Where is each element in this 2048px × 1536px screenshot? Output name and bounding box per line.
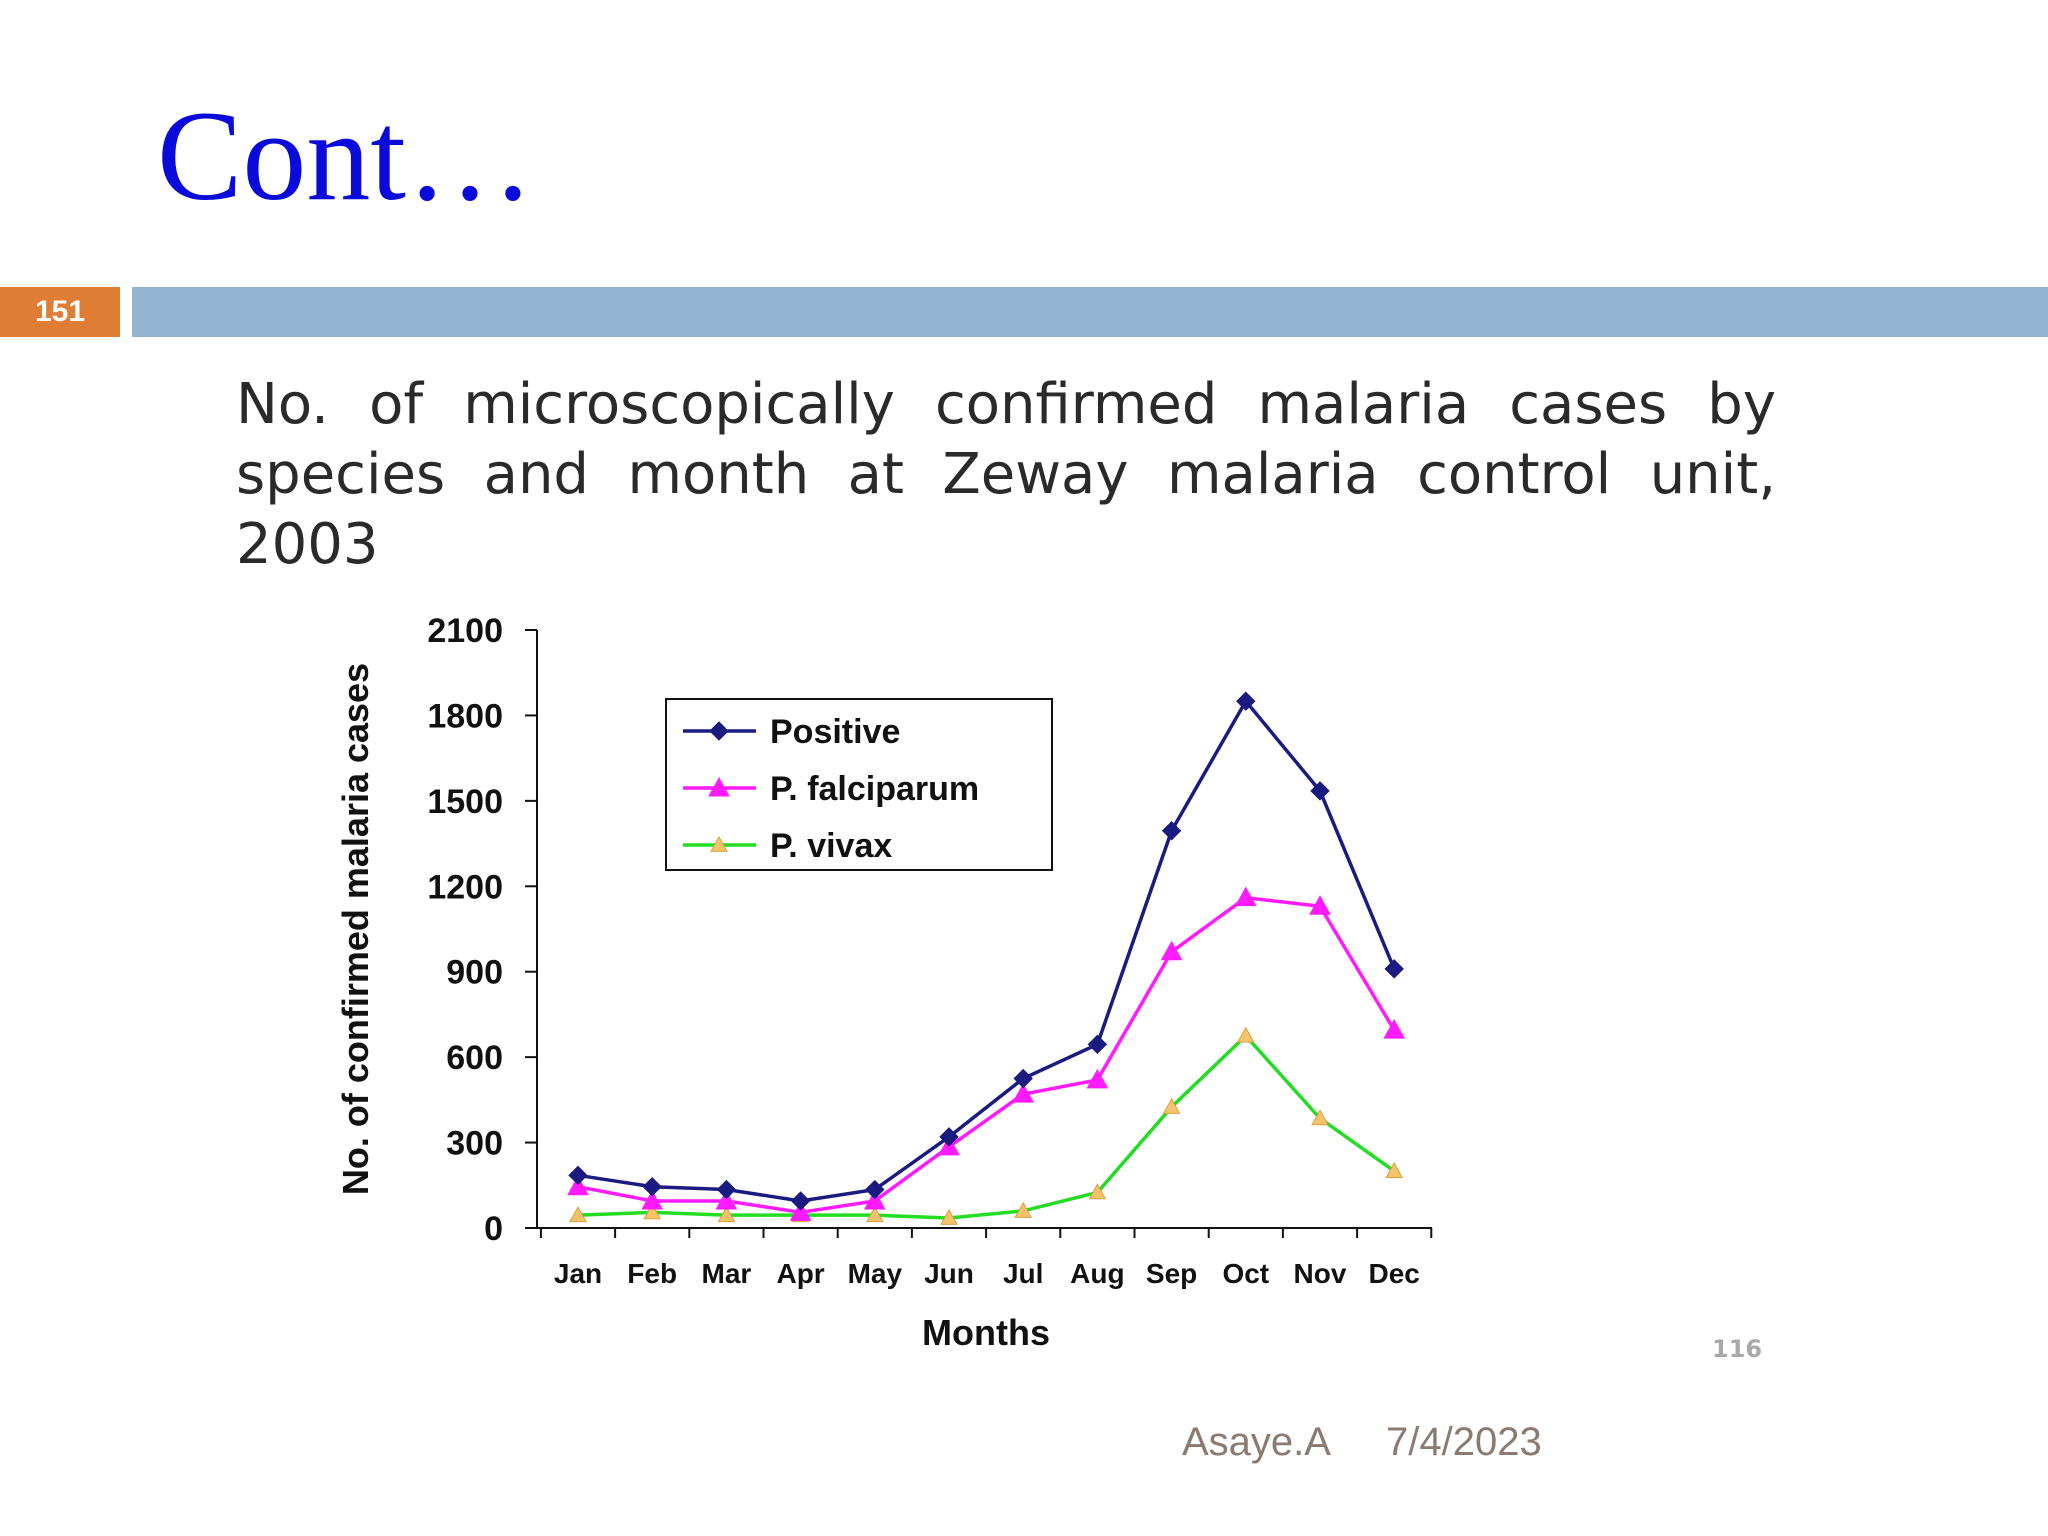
legend-label-positive: Positive (770, 713, 900, 751)
x-tick-label: Sep (1146, 1258, 1197, 1289)
point-positive (1013, 1068, 1033, 1089)
x-tick-label: Mar (702, 1258, 752, 1289)
point-p-vivax (1236, 1026, 1255, 1043)
point-positive (1087, 1034, 1108, 1055)
legend-marker-p-falciparum (708, 776, 730, 797)
point-p-falciparum (715, 1189, 738, 1210)
y-tick-label: 900 (446, 954, 503, 992)
x-axis-title: Months (922, 1312, 1050, 1353)
point-p-vivax (1162, 1097, 1181, 1114)
series-line-positive (577, 698, 1396, 1203)
y-tick-label: 0 (484, 1210, 503, 1248)
point-p-vivax (569, 1206, 587, 1223)
point-positive (939, 1127, 959, 1147)
point-p-vivax (865, 1206, 884, 1223)
legend-marker-positive (709, 721, 729, 741)
y-tick-label: 1200 (427, 868, 503, 906)
point-p-falciparum (567, 1175, 589, 1196)
x-tick-label: Dec (1369, 1258, 1420, 1289)
point-p-falciparum (1309, 895, 1331, 915)
x-tick-label: Aug (1070, 1258, 1124, 1289)
x-tick-label: Feb (627, 1258, 677, 1289)
x-tick-label: Jan (554, 1258, 602, 1289)
y-tick-label: 1800 (427, 697, 503, 735)
slide-number: 151 (0, 287, 120, 337)
point-p-vivax (643, 1203, 662, 1220)
x-tick-label: Nov (1294, 1258, 1347, 1289)
point-positive (1310, 781, 1330, 801)
point-positive (1384, 959, 1404, 979)
legend-box (665, 698, 1053, 871)
point-p-vivax (1311, 1109, 1329, 1126)
header-bar (132, 287, 2048, 337)
legend-marker-p-vivax (710, 835, 728, 852)
series-line-p-vivax (577, 1033, 1396, 1220)
footer-author: Asaye.A (1182, 1420, 1331, 1464)
point-positive (568, 1165, 588, 1186)
series-line-p-falciparum (577, 895, 1396, 1215)
point-p-falciparum (1012, 1083, 1035, 1103)
point-p-falciparum (641, 1189, 664, 1210)
x-tick-label: Jul (1003, 1258, 1043, 1289)
footer-date: 7/4/2023 (1386, 1420, 1542, 1464)
point-positive (1161, 821, 1182, 841)
point-p-falciparum (789, 1201, 812, 1221)
point-positive (790, 1191, 811, 1211)
y-tick-label: 1500 (427, 783, 503, 821)
point-positive (716, 1179, 737, 1200)
point-positive (1236, 691, 1256, 711)
legend-label-p-vivax: P. vivax (770, 827, 892, 865)
y-axis-title: No. of confirmed malaria cases (335, 663, 376, 1195)
x-tick-label: Jun (924, 1258, 974, 1289)
point-positive (642, 1177, 662, 1197)
point-p-vivax (1385, 1162, 1404, 1178)
point-p-falciparum (1234, 886, 1257, 907)
page-reference: 116 (1712, 1335, 1763, 1363)
point-positive (865, 1179, 885, 1200)
point-p-falciparum (1383, 1019, 1406, 1039)
point-p-vivax (1088, 1183, 1107, 1200)
point-p-falciparum (1160, 940, 1183, 961)
x-tick-label: Apr (776, 1258, 824, 1289)
point-p-falciparum (863, 1189, 886, 1210)
slide-title: Cont… (157, 85, 534, 227)
chart-caption: No. of microscopically confirmed malaria… (236, 372, 1776, 577)
point-p-vivax (717, 1206, 736, 1223)
y-tick-label: 300 (446, 1125, 503, 1163)
x-tick-label: May (848, 1258, 903, 1289)
x-tick-label: Oct (1222, 1258, 1269, 1289)
y-tick-label: 600 (446, 1039, 503, 1077)
legend-label-p-falciparum: P. falciparum (770, 770, 979, 808)
point-p-falciparum (1086, 1068, 1109, 1089)
point-p-vivax (1014, 1201, 1033, 1218)
y-tick-label: 2100 (427, 612, 503, 650)
point-p-vivax (940, 1209, 958, 1225)
